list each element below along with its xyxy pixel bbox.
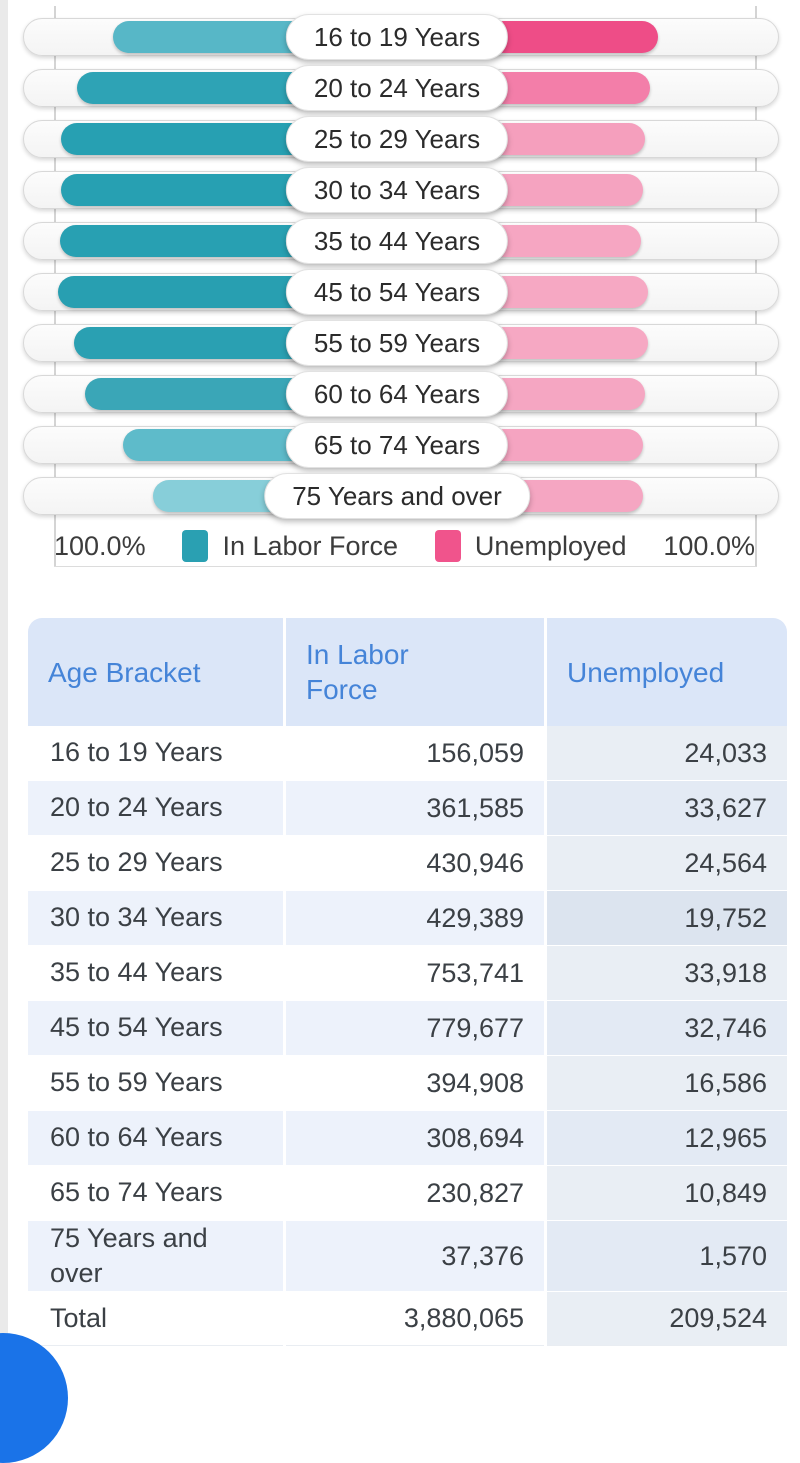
table-row: 55 to 59 Years 394,908 16,586 [28, 1056, 787, 1110]
cell-in-labor-force: 430,946 [286, 836, 544, 890]
table-row: 75 Years and over 37,376 1,570 [28, 1221, 787, 1292]
cell-in-labor-force: 308,694 [286, 1111, 544, 1165]
floating-action-button[interactable] [0, 1333, 68, 1463]
right-axis-max-label: 100.0% [663, 530, 755, 561]
table-body: 16 to 19 Years 156,059 24,033 20 to 24 Year… [28, 726, 787, 1347]
table-row: 45 to 54 Years 779,677 32,746 [28, 1001, 787, 1055]
unemployed-bar [488, 21, 658, 53]
table-row: 30 to 34 Years 429,389 19,752 [28, 891, 787, 945]
cell-age-bracket: 45 to 54 Years [28, 1001, 283, 1055]
cell-unemployed: 16,586 [547, 1056, 787, 1110]
header-in-labor-force: In Labor Force [286, 618, 544, 726]
cell-in-labor-force: 779,677 [286, 1001, 544, 1055]
age-bracket-label: 35 to 44 Years [285, 218, 509, 264]
cell-unemployed: 33,627 [547, 781, 787, 835]
cell-in-labor-force: 37,376 [286, 1221, 544, 1292]
cell-in-labor-force: 156,059 [286, 726, 544, 780]
chart-row: 65 to 74 Years [23, 422, 779, 468]
chart-row: 75 Years and over [23, 473, 779, 519]
in-labor-force-swatch-icon [182, 530, 209, 562]
table-row: 25 to 29 Years 430,946 24,564 [28, 836, 787, 890]
table-row-total: Total 3,880,065 209,524 [28, 1292, 787, 1347]
left-axis-max-label: 100.0% [54, 530, 146, 561]
chart-row: 16 to 19 Years [23, 14, 779, 60]
chart-row: 35 to 44 Years [23, 218, 779, 264]
table-row: 20 to 24 Years 361,585 33,627 [28, 781, 787, 835]
labor-force-butterfly-chart: 16 to 19 Years 20 to 24 Years 25 to 29 Yea… [0, 0, 800, 570]
age-bracket-label: 75 Years and over [264, 473, 530, 519]
unemployed-bar [488, 123, 645, 155]
cell-unemployed: 32,746 [547, 1001, 787, 1055]
header-age-bracket: Age Bracket [28, 618, 283, 726]
cell-unemployed[interactable]: 19,752 [547, 891, 787, 945]
chart-row: 60 to 64 Years [23, 371, 779, 417]
header-unemployed: Unemployed [547, 618, 787, 726]
age-bracket-label: 60 to 64 Years [285, 371, 509, 417]
chart-bottom-border [54, 566, 757, 567]
table-row: 35 to 44 Years 753,741 33,918 [28, 946, 787, 1000]
cell-unemployed: 10,849 [547, 1166, 787, 1220]
age-bracket-label: 55 to 59 Years [285, 320, 509, 366]
age-bracket-label: 30 to 34 Years [285, 167, 509, 213]
unemployed-bar [488, 276, 648, 308]
table-row: 65 to 74 Years 230,827 10,849 [28, 1166, 787, 1220]
cell-age-bracket: 55 to 59 Years [28, 1056, 283, 1110]
legend-label-in-labor-force: In Labor Force [222, 530, 399, 561]
age-bracket-label: 20 to 24 Years [285, 65, 509, 111]
adjacent-page-edge [0, 0, 8, 1369]
legend-item-in-labor-force: In Labor Force [182, 530, 398, 562]
cell-age-bracket: 35 to 44 Years [28, 946, 283, 1000]
cell-age-bracket: 25 to 29 Years [28, 836, 283, 890]
unemployed-bar [488, 327, 648, 359]
cell-age-bracket: 20 to 24 Years [28, 781, 283, 835]
cell-in-labor-force: 753,741 [286, 946, 544, 1000]
chart-row: 45 to 54 Years [23, 269, 779, 315]
cell-in-labor-force: 3,880,065 [286, 1292, 544, 1347]
cell-unemployed: 24,033 [547, 726, 787, 780]
age-bracket-label: 16 to 19 Years [285, 14, 509, 60]
cell-in-labor-force: 361,585 [286, 781, 544, 835]
age-bracket-label: 65 to 74 Years [285, 422, 509, 468]
age-bracket-table: Age Bracket In Labor Force Unemployed 16… [28, 618, 787, 1347]
cell-age-bracket: 30 to 34 Years [28, 891, 283, 945]
chart-row: 30 to 34 Years [23, 167, 779, 213]
table-row: 60 to 64 Years 308,694 12,965 [28, 1111, 787, 1165]
unemployed-bar [488, 378, 645, 410]
cell-age-bracket: 60 to 64 Years [28, 1111, 283, 1165]
cell-in-labor-force: 429,389 [286, 891, 544, 945]
cell-in-labor-force: 230,827 [286, 1166, 544, 1220]
cell-unemployed: 1,570 [547, 1221, 787, 1292]
cell-unemployed: 33,918 [547, 946, 787, 1000]
cell-unemployed: 12,965 [547, 1111, 787, 1165]
age-bracket-label: 45 to 54 Years [285, 269, 509, 315]
legend-item-unemployed: Unemployed [434, 530, 627, 562]
unemployed-swatch-icon [434, 530, 461, 562]
unemployed-bar [488, 429, 643, 461]
chart-row: 25 to 29 Years [23, 116, 779, 162]
cell-in-labor-force: 394,908 [286, 1056, 544, 1110]
cell-age-bracket: Total [28, 1292, 283, 1347]
chart-rows: 16 to 19 Years 20 to 24 Years 25 to 29 Yea… [23, 14, 779, 528]
chart-row: 55 to 59 Years [23, 320, 779, 366]
chart-row: 20 to 24 Years [23, 65, 779, 111]
table-header-row: Age Bracket In Labor Force Unemployed [28, 618, 787, 726]
cell-age-bracket: 16 to 19 Years [28, 726, 283, 780]
unemployed-bar [488, 225, 641, 257]
unemployed-bar [488, 174, 643, 206]
age-bracket-label: 25 to 29 Years [285, 116, 509, 162]
cell-unemployed: 24,564 [547, 836, 787, 890]
cell-age-bracket: 65 to 74 Years [28, 1166, 283, 1220]
table-row: 16 to 19 Years 156,059 24,033 [28, 726, 787, 780]
legend-label-unemployed: Unemployed [474, 530, 627, 561]
cell-unemployed: 209,524 [547, 1292, 787, 1347]
unemployed-bar [488, 72, 650, 104]
chart-legend: 100.0% In Labor Force Unemployed 100.0% [54, 528, 755, 564]
cell-age-bracket: 75 Years and over [28, 1221, 283, 1292]
